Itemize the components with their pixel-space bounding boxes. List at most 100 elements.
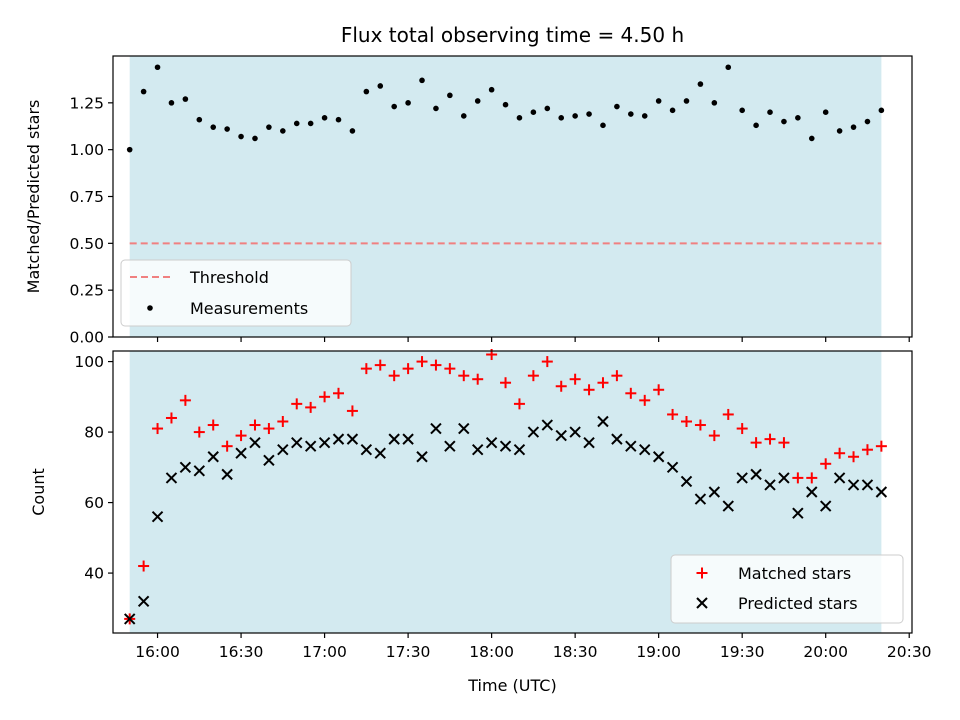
measurement-point	[822, 109, 829, 115]
measurement-point	[753, 122, 759, 129]
matched-star-point	[165, 412, 177, 424]
measurement-point	[238, 133, 244, 140]
time-x-tick-label: 19:00	[636, 643, 681, 661]
matched-star-point	[625, 387, 637, 399]
matched-star-point	[138, 560, 150, 572]
predicted-legend-label: Predicted stars	[738, 594, 858, 613]
time-x-tick-label: 19:30	[720, 643, 765, 661]
count-legend: Matched stars Predicted stars	[670, 554, 904, 624]
predicted-star-point	[847, 479, 860, 491]
predicted-star-point	[416, 451, 428, 463]
matched-star-point	[778, 437, 790, 449]
predicted-star-point	[374, 447, 386, 459]
count-legend-box	[670, 554, 904, 624]
predicted-star-point	[444, 440, 456, 452]
matched-star-point	[193, 426, 205, 438]
count-axes-frame	[112, 350, 913, 634]
matched-star-point	[374, 359, 386, 371]
matched-star-point	[834, 447, 846, 459]
matched-star-point	[221, 440, 233, 452]
measurement-point	[391, 103, 397, 110]
ratio-y-tick-label: 0.00	[69, 329, 104, 347]
matched-star-point	[152, 423, 164, 435]
matched-star-point	[388, 370, 400, 382]
matched-star-point	[305, 401, 317, 413]
measurement-point	[307, 120, 314, 127]
predicted-star-point	[499, 440, 512, 452]
predicted-star-point	[485, 436, 498, 449]
threshold-legend-label: Threshold	[189, 268, 269, 287]
predicted-star-point	[179, 461, 192, 474]
predicted-star-point	[694, 493, 707, 505]
measurement-point	[433, 105, 439, 112]
measurement-point	[377, 83, 384, 89]
measurement-point	[447, 92, 453, 99]
matched-legend-label: Matched stars	[738, 564, 851, 583]
predicted-star-point	[165, 472, 178, 484]
measurement-point	[349, 128, 356, 134]
predicted-star-point	[263, 454, 275, 466]
ratio-legend-box	[120, 259, 352, 327]
matched-star-point	[263, 423, 275, 435]
matched-star-point	[500, 377, 512, 389]
measurement-point	[321, 115, 328, 121]
measurement-point	[154, 64, 161, 71]
matched-star-point	[430, 359, 442, 371]
matched-star-point	[750, 437, 762, 449]
ratio-y-tick-label: 1.00	[69, 141, 104, 159]
measurement-point	[419, 77, 425, 84]
time-x-tick-label: 17:30	[386, 643, 431, 661]
predicted-star-point	[471, 443, 484, 456]
predicted-star-point	[360, 443, 373, 456]
count-y-tick-label: 80	[84, 424, 104, 442]
matched-star-point	[792, 472, 804, 484]
measurement-point	[363, 88, 370, 95]
measurement-point	[739, 107, 745, 114]
measurement-point	[572, 113, 578, 119]
matched-star-point	[527, 370, 539, 382]
predicted-star-point	[137, 595, 150, 607]
predicted-star-point	[555, 429, 567, 442]
predicted-star-point	[151, 510, 164, 523]
predicted-star-point	[680, 475, 693, 488]
chart-title: Flux total observing time = 4.50 h	[341, 23, 684, 47]
matched-star-point	[319, 391, 331, 403]
matched-star-point	[444, 363, 456, 375]
matched-star-point	[472, 373, 484, 385]
measurement-point	[614, 103, 620, 110]
predicted-star-point	[806, 486, 818, 498]
matched-star-point	[736, 423, 748, 435]
predicted-star-point	[625, 440, 637, 452]
predicted-star-point	[193, 465, 206, 477]
measurements-legend-swatch	[147, 305, 153, 311]
predicted-star-point	[597, 415, 609, 428]
predicted-star-point	[402, 433, 414, 445]
measurement-point	[600, 122, 606, 129]
predicted-star-point	[583, 436, 595, 449]
matched-star-point	[458, 370, 470, 382]
measurement-point	[544, 105, 551, 112]
predicted-star-point	[332, 433, 345, 445]
ratio-y-tick-label: 0.75	[69, 188, 104, 206]
matched-star-point	[653, 384, 665, 396]
predicted-star-point	[221, 468, 233, 481]
measurement-point	[795, 115, 801, 121]
matched-star-point	[667, 408, 679, 420]
matched-star-point	[249, 419, 261, 431]
count-axis-label: Count	[29, 468, 48, 516]
predicted-star-point	[875, 486, 888, 498]
time-x-tick-label: 20:30	[887, 643, 932, 661]
ratio-axis-label: Matched/Predicted stars	[24, 100, 43, 294]
count-y-tick-label: 40	[84, 565, 104, 583]
predicted-star-point	[722, 500, 734, 512]
matched-star-point	[291, 398, 303, 410]
matched-legend-swatch	[696, 567, 708, 579]
matched-star-point	[333, 387, 345, 399]
predicted-star-point	[569, 426, 581, 438]
time-x-tick-label: 16:00	[135, 643, 180, 661]
predicted-star-point	[207, 451, 219, 463]
predicted-star-point	[430, 422, 442, 435]
predicted-star-point	[792, 507, 804, 519]
ratio-y-tick-label: 0.50	[69, 235, 104, 253]
